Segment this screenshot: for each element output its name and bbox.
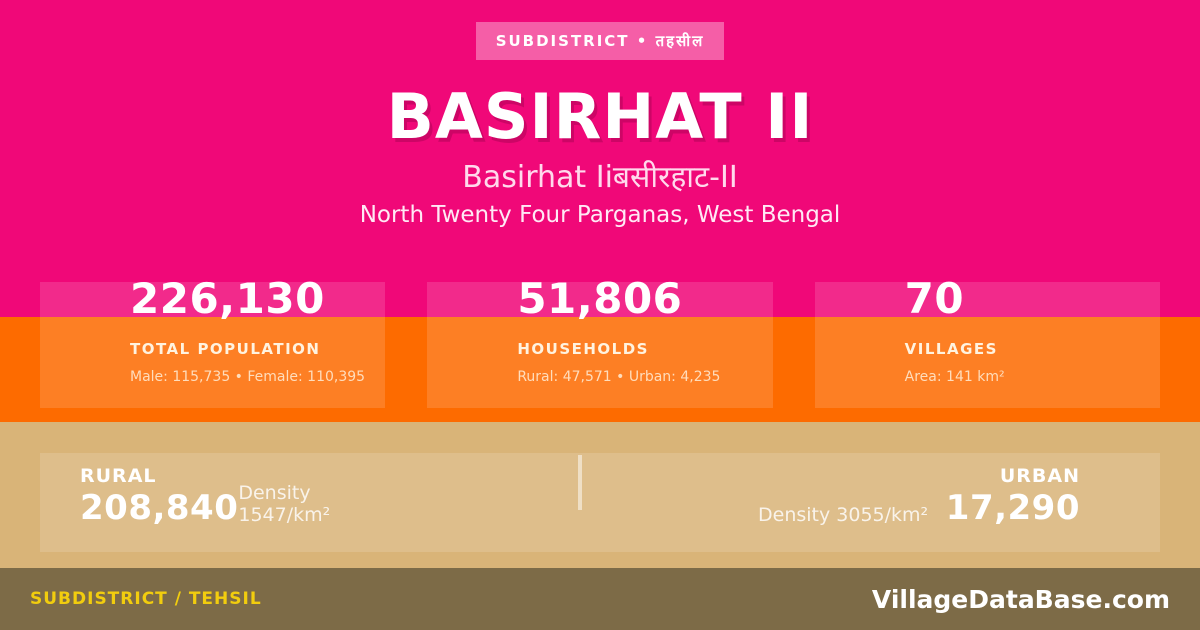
rural-urban-card: RURAL 208,840 Density 1547/km² Density 3… bbox=[40, 453, 1160, 552]
site-name: VillageDataBase.com bbox=[871, 584, 1170, 614]
type-badge-label: SUBDISTRICT • तहसील bbox=[495, 32, 705, 50]
stats-row: 226,130 TOTAL POPULATION Male: 115,735 •… bbox=[40, 274, 1160, 408]
urban-half: Density 3055/km² URBAN 17,290 bbox=[582, 453, 1160, 552]
stat-card-households: 51,806 HOUSEHOLDS Rural: 47,571 • Urban:… bbox=[427, 274, 773, 408]
urban-label: URBAN bbox=[999, 465, 1080, 487]
orange-stripe bbox=[0, 317, 1200, 422]
rural-half: RURAL 208,840 Density 1547/km² bbox=[40, 453, 578, 552]
type-badge: SUBDISTRICT • तहसील bbox=[475, 22, 725, 60]
stat-label: TOTAL POPULATION bbox=[130, 340, 321, 358]
rural-density: Density 1547/km² bbox=[238, 482, 331, 526]
urban-block: URBAN 17,290 bbox=[946, 466, 1080, 526]
rural-value: 208,840 bbox=[80, 488, 239, 528]
footer-type-label: SUBDISTRICT / TEHSIL bbox=[30, 589, 262, 609]
stat-card-villages: 70 VILLAGES Area: 141 km² bbox=[814, 274, 1160, 408]
district-state-location: North Twenty Four Parganas, West Bengal bbox=[359, 202, 841, 228]
local-name-subtitle: Basirhat Iiबसीरहाट-II bbox=[462, 160, 738, 195]
page-title: BASIRHAT II bbox=[386, 80, 814, 153]
stat-label: VILLAGES bbox=[904, 340, 998, 358]
rural-label: RURAL bbox=[80, 465, 157, 487]
stat-value: 226,130 bbox=[130, 274, 325, 323]
urban-value: 17,290 bbox=[945, 488, 1080, 528]
stat-card-population: 226,130 TOTAL POPULATION Male: 115,735 •… bbox=[40, 274, 386, 408]
footer-bar: SUBDISTRICT / TEHSIL VillageDataBase.com bbox=[0, 568, 1200, 630]
vertical-divider bbox=[578, 455, 582, 510]
stat-detail: Male: 115,735 • Female: 110,395 bbox=[130, 369, 366, 385]
stat-detail: Rural: 47,571 • Urban: 4,235 bbox=[517, 369, 721, 385]
stat-label: HOUSEHOLDS bbox=[517, 340, 649, 358]
stat-value: 51,806 bbox=[517, 274, 683, 323]
rural-urban-band bbox=[0, 422, 1200, 568]
rural-block: RURAL 208,840 bbox=[80, 466, 238, 526]
stat-value: 70 bbox=[904, 274, 965, 323]
urban-density: Density 3055/km² bbox=[758, 504, 929, 526]
stat-detail: Area: 141 km² bbox=[904, 369, 1005, 385]
header: SUBDISTRICT • तहसील BASIRHAT II Basirhat… bbox=[0, 0, 1200, 230]
